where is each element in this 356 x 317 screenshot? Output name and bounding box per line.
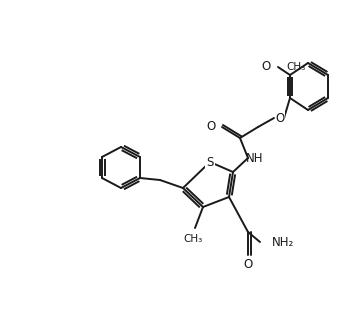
Text: O: O — [276, 112, 285, 125]
Text: CH₃: CH₃ — [183, 234, 203, 244]
Text: NH: NH — [246, 152, 264, 165]
Text: NH₂: NH₂ — [272, 236, 294, 249]
Text: S: S — [206, 156, 214, 169]
Text: O: O — [244, 258, 253, 271]
Text: O: O — [207, 120, 216, 133]
Text: CH₃: CH₃ — [286, 62, 305, 72]
Text: O: O — [262, 61, 271, 74]
